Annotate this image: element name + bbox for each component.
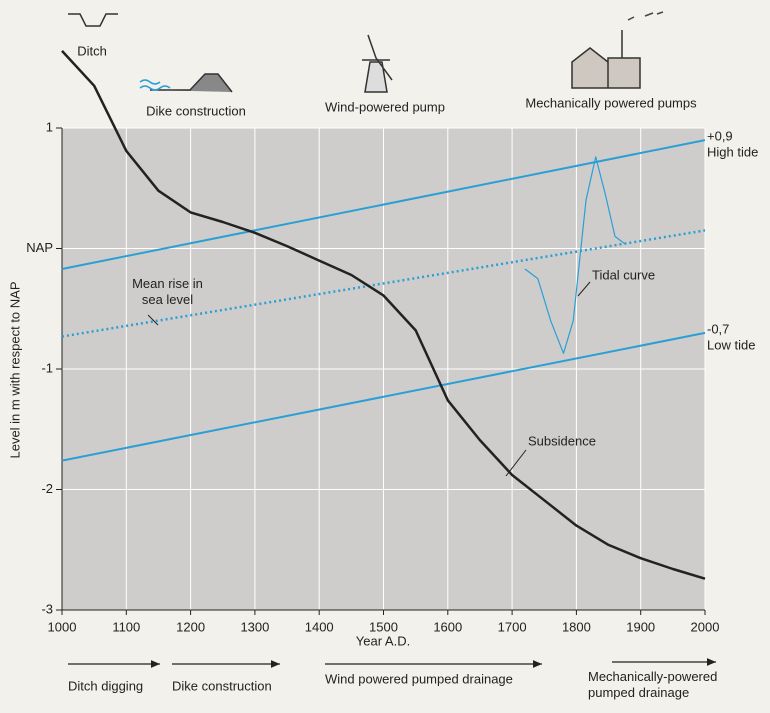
illustration-label: Dike construction bbox=[146, 103, 246, 118]
leader-line bbox=[505, 449, 527, 477]
factory-icon bbox=[571, 30, 641, 89]
y-tick-label: -1 bbox=[41, 360, 53, 375]
x-tick-label: 1900 bbox=[626, 619, 655, 634]
x-tick-label: 1100 bbox=[112, 619, 140, 634]
x-tick-label: 1500 bbox=[369, 619, 398, 634]
phase-label: Mechanically-powered pumped drainage bbox=[588, 669, 718, 700]
series-line bbox=[61, 229, 706, 338]
x-tick-label: 1000 bbox=[48, 619, 77, 634]
series-label: Mean rise in sea level bbox=[132, 276, 203, 307]
illustration-label: Wind-powered pump bbox=[325, 99, 445, 114]
phase-arrows bbox=[68, 658, 716, 668]
y-tick-label: 1 bbox=[46, 119, 53, 134]
dike-icon bbox=[150, 73, 233, 93]
water-icon bbox=[139, 79, 171, 91]
x-tick-label: 1600 bbox=[433, 619, 462, 634]
y-tick-label: -2 bbox=[41, 481, 53, 496]
y-tick-label: NAP bbox=[26, 240, 53, 255]
smoke-icon bbox=[627, 11, 664, 21]
series-line bbox=[61, 139, 706, 270]
leader-line bbox=[147, 314, 159, 326]
value-label: +0,9 bbox=[707, 128, 733, 143]
series-line bbox=[61, 50, 706, 580]
x-tick-label: 2000 bbox=[691, 619, 720, 634]
phase-label: Ditch digging bbox=[68, 678, 143, 693]
x-tick-label: 1800 bbox=[562, 619, 591, 634]
illustration-label: Mechanically powered pumps bbox=[525, 95, 697, 110]
series-label: Low tide bbox=[707, 337, 755, 352]
series-line bbox=[61, 331, 706, 462]
leader-line bbox=[577, 281, 591, 297]
phase-label: Wind powered pumped drainage bbox=[325, 671, 513, 686]
y-tick-label: -3 bbox=[41, 601, 53, 616]
value-label: -0,7 bbox=[707, 321, 729, 336]
series-label: Tidal curve bbox=[592, 267, 655, 282]
series-line bbox=[524, 156, 625, 354]
x-tick-label: 1400 bbox=[305, 619, 334, 634]
icons bbox=[68, 11, 664, 93]
series-label: Subsidence bbox=[528, 433, 596, 448]
x-axis-label: Year A.D. bbox=[356, 633, 410, 648]
illustration-label: Ditch bbox=[77, 43, 107, 58]
ditch-icon bbox=[68, 13, 118, 27]
x-tick-label: 1700 bbox=[498, 619, 527, 634]
y-axis-label: Level in m with respect to NAP bbox=[7, 281, 22, 458]
series-label: High tide bbox=[707, 144, 758, 159]
x-tick-label: 1300 bbox=[240, 619, 269, 634]
phase-label: Dike construction bbox=[172, 678, 272, 693]
x-tick-label: 1200 bbox=[176, 619, 205, 634]
windmill-icon bbox=[362, 34, 393, 93]
